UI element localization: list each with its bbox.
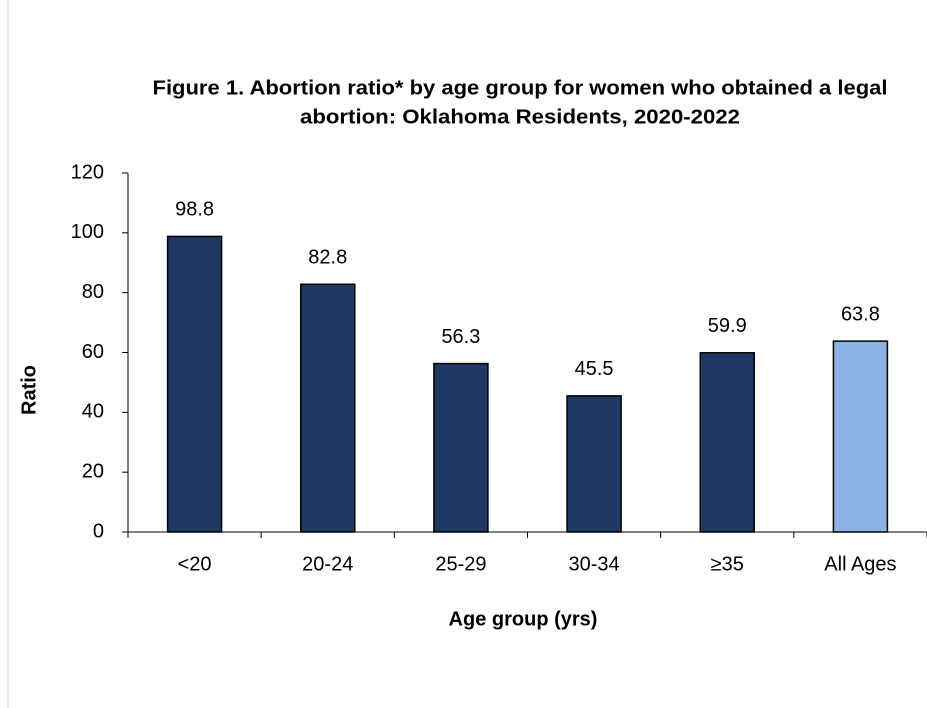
value-label: 98.8 bbox=[175, 199, 214, 221]
bar bbox=[699, 352, 755, 533]
value-label: 82.8 bbox=[308, 247, 347, 269]
x-tick-label: <20 bbox=[178, 553, 212, 575]
value-label: 63.8 bbox=[841, 303, 880, 325]
y-tick-label: 0 bbox=[93, 520, 104, 542]
bar bbox=[300, 283, 356, 533]
y-tick-label: 120 bbox=[71, 161, 104, 183]
bar bbox=[166, 235, 223, 533]
y-tick-label: 40 bbox=[82, 401, 104, 423]
chart-title: abortion: Oklahoma Residents, 2020-2022 bbox=[300, 106, 740, 128]
bar bbox=[433, 362, 489, 533]
y-tick-label: 60 bbox=[82, 341, 104, 363]
y-tick-label: 100 bbox=[71, 221, 104, 243]
x-tick-label: All Ages bbox=[824, 553, 896, 575]
x-tick-label: ≥35 bbox=[711, 553, 744, 575]
x-tick-label: 30-34 bbox=[569, 553, 620, 575]
y-axis-label: Ratio bbox=[18, 365, 40, 415]
value-label: 59.9 bbox=[708, 315, 747, 337]
value-label: 45.5 bbox=[575, 358, 614, 380]
bar bbox=[566, 395, 622, 533]
x-axis-label: Age group (yrs) bbox=[449, 608, 598, 630]
y-tick-label: 20 bbox=[82, 460, 104, 482]
chart-title: Figure 1. Abortion ratio* by age group f… bbox=[153, 77, 888, 99]
x-tick-label: 25-29 bbox=[435, 553, 486, 575]
y-tick-label: 80 bbox=[82, 281, 104, 303]
bar bbox=[832, 340, 889, 533]
x-tick-label: 20-24 bbox=[302, 553, 353, 575]
value-label: 56.3 bbox=[441, 326, 480, 348]
